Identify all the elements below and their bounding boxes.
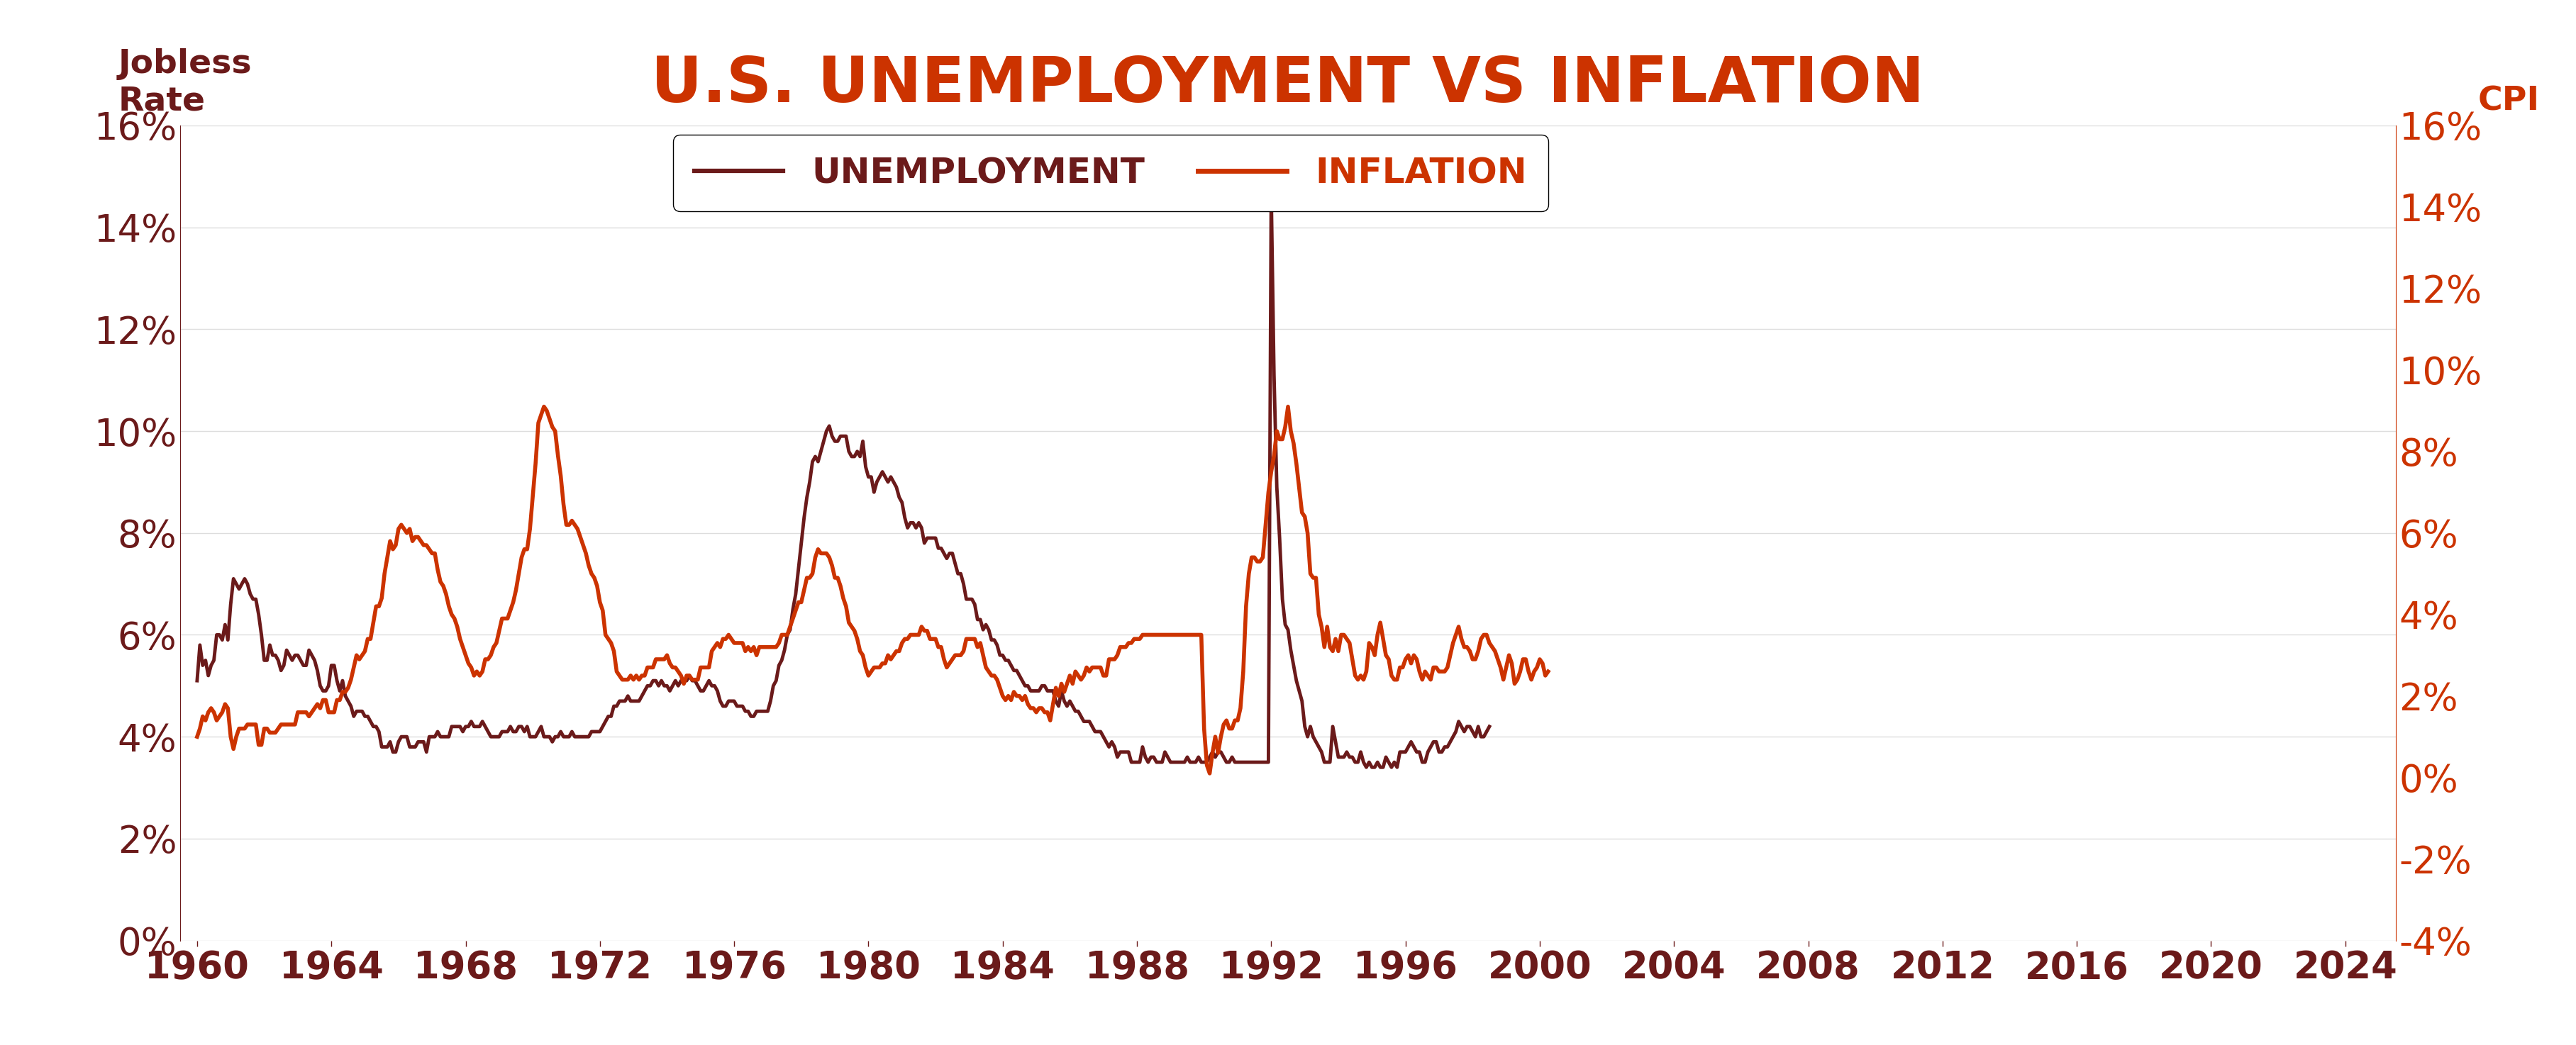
INFLATION [819, 572, 850, 584]
UNEMPLOYMENT [301, 665, 332, 677]
Legend: UNEMPLOYMENT, INFLATION: UNEMPLOYMENT, INFLATION [672, 135, 1548, 211]
INFLATION [652, 649, 683, 661]
INFLATION [1005, 690, 1036, 702]
UNEMPLOYMENT [1350, 761, 1381, 773]
UNEMPLOYMENT [477, 730, 507, 743]
INFLATION [183, 730, 214, 743]
INFLATION [1244, 555, 1275, 567]
INFLATION [1195, 767, 1226, 780]
INFLATION [407, 539, 438, 552]
INFLATION [1533, 666, 1564, 678]
Line: UNEMPLOYMENT: UNEMPLOYMENT [198, 191, 1489, 767]
INFLATION [240, 718, 270, 730]
Text: Jobless
Rate: Jobless Rate [118, 48, 252, 117]
INFLATION [528, 400, 559, 413]
UNEMPLOYMENT [1255, 185, 1285, 198]
UNEMPLOYMENT [1306, 746, 1337, 759]
UNEMPLOYMENT [858, 486, 889, 498]
UNEMPLOYMENT [1473, 720, 1504, 733]
UNEMPLOYMENT [976, 633, 1007, 646]
UNEMPLOYMENT [183, 674, 214, 687]
Line: INFLATION: INFLATION [198, 407, 1548, 773]
UNEMPLOYMENT [1280, 674, 1311, 687]
Text: CPI: CPI [2478, 86, 2540, 117]
Title: U.S. UNEMPLOYMENT VS INFLATION: U.S. UNEMPLOYMENT VS INFLATION [652, 53, 1924, 115]
